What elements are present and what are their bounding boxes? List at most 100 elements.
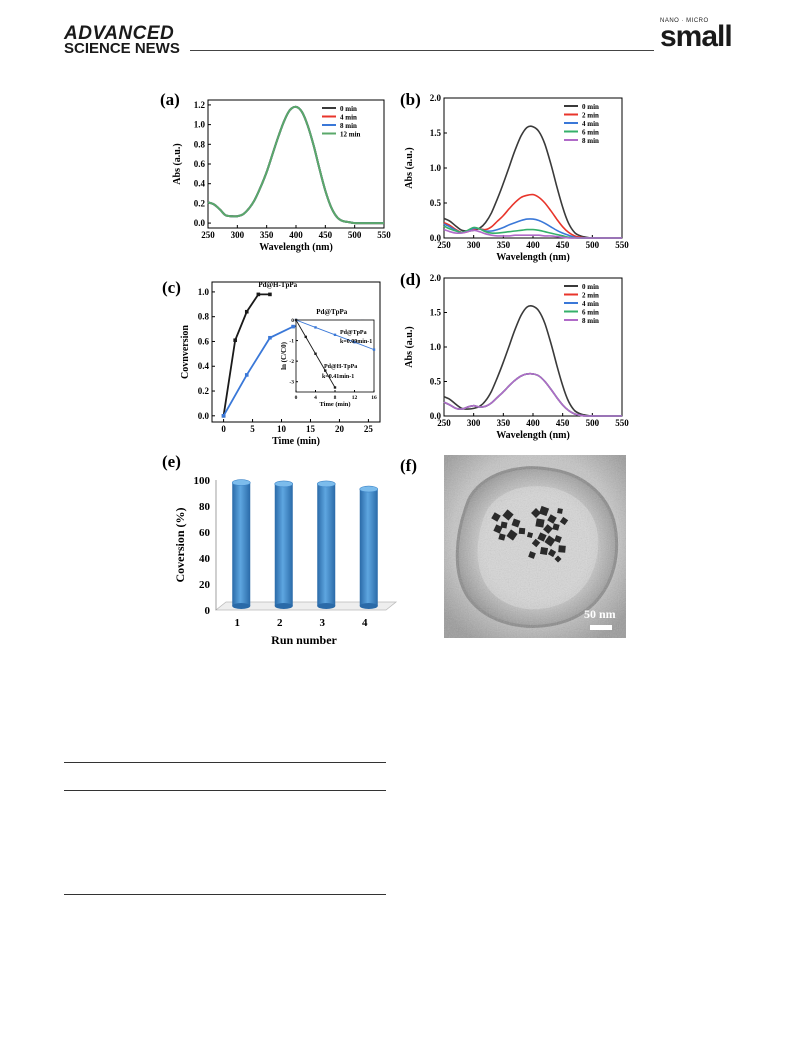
publisher-logo: ADVANCED SCIENCE NEWS xyxy=(64,24,180,56)
y-tick-label: 0.8 xyxy=(194,139,206,149)
legend-label: 12 min xyxy=(340,131,361,139)
nanocube xyxy=(547,514,557,524)
bar-top xyxy=(316,480,336,488)
y-tick-label: 0.0 xyxy=(430,233,442,243)
inset-x-tick-label: 0 xyxy=(295,395,298,401)
x-tick-label: 1 xyxy=(235,617,241,629)
y-axis-label: Covnversion xyxy=(180,325,191,379)
series-point xyxy=(256,292,261,297)
inset-frame xyxy=(295,319,375,393)
inset-series-point xyxy=(314,326,317,329)
blank-rule-3 xyxy=(64,894,386,895)
x-axis-label: Time (min) xyxy=(272,436,320,447)
chart-a: 250 300 350 400 450 500 550 0.0 0.2 0.4 0.6 0.8 1.0 1… xyxy=(172,99,391,253)
x-tick-label: 350 xyxy=(260,230,274,240)
series-point xyxy=(221,414,226,418)
x-tick-label: 550 xyxy=(615,418,629,428)
y-tick-label: 0.0 xyxy=(194,218,206,228)
legend-label: 4 min xyxy=(582,120,599,128)
publisher-logo-bottom: SCIENCE NEWS xyxy=(64,40,180,57)
panel-label: (a) xyxy=(160,90,180,109)
series-point xyxy=(233,338,237,343)
legend-label: 4 min xyxy=(340,114,357,122)
scale-bar xyxy=(590,625,612,630)
series-point xyxy=(268,335,272,340)
bar-base xyxy=(317,603,336,609)
figure-panel-a: 250 300 350 400 450 500 550 0.0 0.2 0.4 0.6 0.8 1.0 1… xyxy=(160,88,400,270)
legend-label: 6 min xyxy=(582,309,599,317)
panel-label: (c) xyxy=(162,278,181,297)
inset-y-tick-label: -2 xyxy=(289,359,294,365)
x-tick-label: 300 xyxy=(467,240,481,250)
series-line xyxy=(443,228,622,239)
y-tick-label: 1.5 xyxy=(430,128,442,138)
x-tick-label: 500 xyxy=(348,230,362,240)
plot-frame xyxy=(211,281,381,423)
x-tick-label: 250 xyxy=(201,230,215,240)
bar-top xyxy=(274,480,294,488)
x-axis-label: Wavelength (nm) xyxy=(496,430,570,441)
figure-panel-d: 250 300 350 400 450 500 550 0.0 0.5 1.0 1.5 2.0 Wave… xyxy=(396,268,636,448)
legend-label: 2 min xyxy=(582,292,599,300)
nanocube xyxy=(491,512,501,522)
y-axis-label: Abs (a.u.) xyxy=(404,147,415,188)
x-tick-label: 500 xyxy=(586,240,600,250)
inset-series-point xyxy=(333,386,337,389)
y-tick-label: 0.4 xyxy=(194,179,206,189)
x-tick-label: 550 xyxy=(377,230,391,240)
series-label: Pd@H-TpPa xyxy=(258,281,297,289)
bar xyxy=(359,489,378,606)
publisher-logo-top: ADVANCED xyxy=(64,23,175,44)
legend-label: 0 min xyxy=(340,105,357,113)
series-label: Pd@TpPa xyxy=(316,308,348,316)
bar-floor xyxy=(214,601,398,611)
series-line xyxy=(443,372,622,417)
y-tick-label: 40 xyxy=(199,553,211,565)
bar xyxy=(274,483,293,606)
blank-rule-2 xyxy=(64,790,386,791)
nanocube xyxy=(498,533,506,541)
nanocube xyxy=(502,509,514,521)
panel-label: (b) xyxy=(400,90,421,109)
y-axis-label: Abs (a.u.) xyxy=(404,326,415,367)
pd-nanocubes xyxy=(491,505,569,563)
nanocube xyxy=(535,518,545,528)
inset-y-tick-label: -3 xyxy=(289,380,294,386)
x-tick-label: 0 xyxy=(221,424,226,434)
nanocube xyxy=(554,555,562,563)
legend-label: 8 min xyxy=(582,317,599,325)
x-tick-label: 300 xyxy=(231,230,245,240)
y-tick-label: 0.6 xyxy=(198,336,210,346)
x-tick-label: 350 xyxy=(497,418,511,428)
tem-image: 50 nm xyxy=(444,455,626,638)
series-point xyxy=(268,292,272,297)
chart-c: 0 5 10 15 20 25 0.0 0.2 0.4 0.6 0.8 1.0 Time (min) Co… xyxy=(180,281,381,447)
x-tick-label: 400 xyxy=(526,418,540,428)
legend-label: 4 min xyxy=(582,300,599,308)
bar-base xyxy=(274,603,293,609)
series-line xyxy=(207,105,384,225)
y-axis-label: Coversion (%) xyxy=(173,508,187,583)
series-point xyxy=(244,373,249,377)
y-tick-label: 80 xyxy=(199,501,211,513)
tem-grain xyxy=(444,455,626,638)
legend-label: 6 min xyxy=(582,129,599,137)
legend-label: 0 min xyxy=(582,103,599,111)
y-tick-label: 20 xyxy=(199,579,211,591)
x-tick-label: 550 xyxy=(615,240,629,250)
series-line xyxy=(207,105,384,225)
x-tick-label: 500 xyxy=(586,418,600,428)
y-tick-label: 0.8 xyxy=(198,312,210,322)
inset-annotation: Pd@TpPa xyxy=(340,330,367,336)
inset-x-tick-label: 4 xyxy=(314,395,317,401)
nanocube xyxy=(531,508,541,518)
y-tick-label: 0.0 xyxy=(430,411,442,421)
y-tick-label: 100 xyxy=(194,475,211,487)
y-tick-label: 1.2 xyxy=(194,100,206,110)
bar-top xyxy=(359,485,379,493)
chart-d: 250 300 350 400 450 500 550 0.0 0.5 1.0 1.5 2.0 Wave… xyxy=(404,273,629,441)
x-tick-label: 3 xyxy=(320,617,326,629)
nanocube xyxy=(500,521,508,529)
y-tick-label: 0.6 xyxy=(194,159,206,169)
inset-series-point xyxy=(294,318,298,322)
